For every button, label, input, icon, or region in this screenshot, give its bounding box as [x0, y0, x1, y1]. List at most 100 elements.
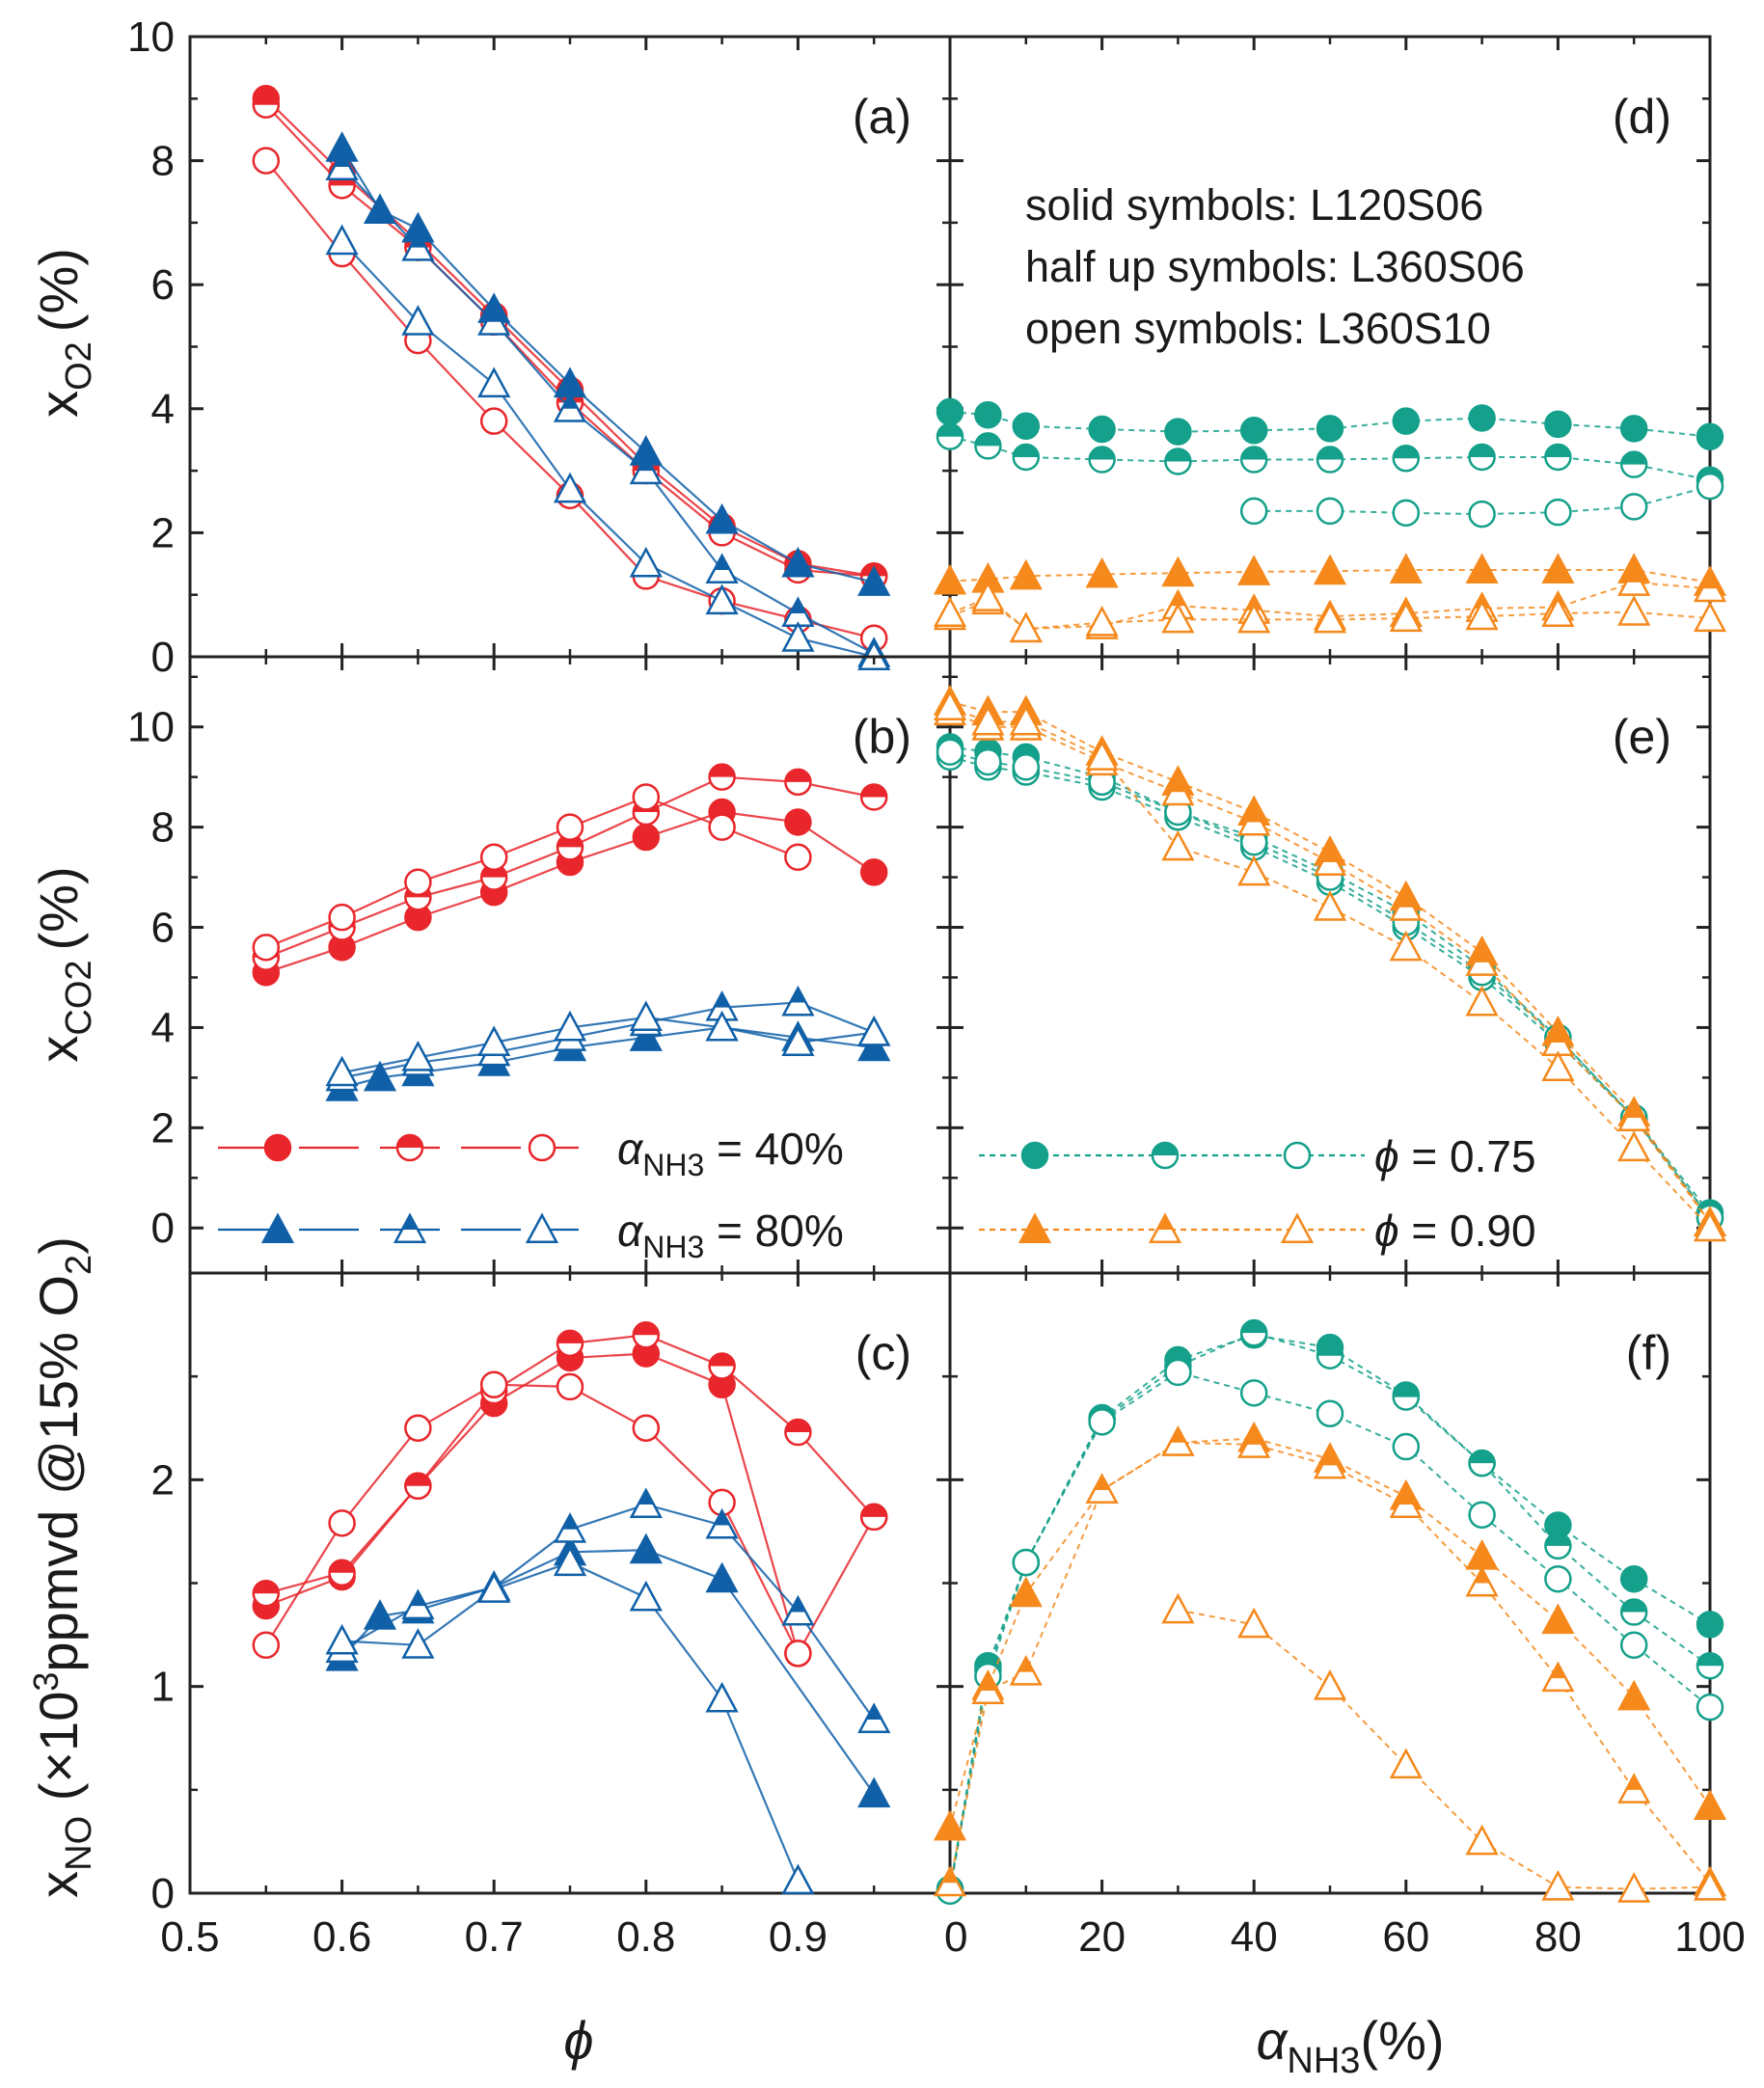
- point-d-5-9: [1541, 596, 1575, 627]
- point-d-5-8: [1465, 599, 1499, 631]
- point-f-4-3: [1085, 1473, 1119, 1505]
- point-f-1-9: [1544, 1532, 1572, 1560]
- ylabel-c-main: x: [28, 1871, 89, 1898]
- point-d-3-5: [1237, 555, 1271, 585]
- point-f-1-7: [1392, 1383, 1421, 1411]
- point-d-5-10: [1617, 595, 1651, 626]
- point-d-0-6: [1316, 415, 1344, 443]
- point-a-1-0-fill: [253, 92, 279, 105]
- point-f-2-3: [1088, 1408, 1116, 1436]
- point-b-1-7: [784, 768, 812, 797]
- point-e-4-6: [1313, 845, 1347, 876]
- xtick-label-f: 100: [1674, 1913, 1745, 1961]
- point-d-4-4-fill: [1170, 591, 1186, 607]
- point-c-1-7: [784, 1418, 812, 1447]
- ytick-label-a: 4: [151, 386, 175, 433]
- series-line-d-0: [949, 411, 1711, 438]
- point-d-1-0: [936, 422, 964, 450]
- legend-sym: α: [617, 1124, 644, 1174]
- point-f-0-10: [1619, 1564, 1648, 1593]
- legend-marker-b-0-1-fill: [397, 1135, 422, 1148]
- legend-sub: NH3: [642, 1148, 704, 1182]
- point-f-4-9-fill: [1550, 1664, 1566, 1679]
- legend-marker-b-0-0: [263, 1133, 292, 1162]
- series-line-f-5: [1178, 1609, 1711, 1890]
- point-f-5-6: [1617, 1872, 1651, 1903]
- point-f-5-4: [1465, 1824, 1499, 1856]
- point-e-4-10-fill: [1626, 1102, 1642, 1118]
- point-f-4-1: [971, 1673, 1005, 1704]
- point-d-0-3: [1088, 415, 1116, 444]
- legend-value: = 40%: [704, 1124, 844, 1174]
- point-c-4-3-fill: [562, 1514, 578, 1530]
- point-b-2-1: [328, 903, 356, 932]
- point-b-5-3: [553, 1010, 587, 1042]
- point-d-2-1: [1316, 497, 1344, 526]
- point-a-4-0: [325, 149, 359, 181]
- panel-e: (e)ϕ = 0.75ϕ = 0.90: [933, 655, 1727, 1275]
- series-line-d-4: [949, 581, 1711, 631]
- panel-label-a: (a): [853, 90, 911, 144]
- point-f-5-7: [1693, 1869, 1727, 1901]
- point-e-5-3: [1085, 740, 1119, 771]
- point-e-5-2: [1009, 704, 1043, 736]
- point-c-2-5: [632, 1414, 661, 1442]
- symbol-annotation: solid symbols: L120S06 half up symbols: …: [1025, 180, 1525, 353]
- point-c-5-4: [629, 1580, 663, 1612]
- point-b-3-1: [363, 1060, 397, 1092]
- ytick-label-c: 0: [151, 1870, 175, 1917]
- point-a-4-3: [553, 392, 587, 422]
- point-d-1-9-fill: [1545, 444, 1571, 457]
- point-b-2-7: [784, 843, 812, 872]
- legend-marker-b-1-2: [525, 1212, 559, 1243]
- legend-marker-e-1-2: [1280, 1212, 1315, 1243]
- point-f-4-8-fill: [1474, 1568, 1490, 1584]
- point-d-5-1: [971, 581, 1005, 611]
- ytick-label-b: 6: [151, 905, 175, 952]
- point-f-1-5: [1239, 1318, 1268, 1347]
- legend-marker-b-1-0: [260, 1212, 295, 1243]
- point-c-3-6: [705, 1561, 739, 1593]
- xtick-label-f: 20: [1078, 1913, 1126, 1961]
- point-c-5-0: [325, 1623, 359, 1655]
- point-b-5-5: [705, 1010, 739, 1042]
- ylabel-c-unit-a: (×10: [28, 1692, 89, 1816]
- panel-a: 0 2 4 6 8 10 (a): [127, 14, 952, 681]
- point-a-5-0: [325, 224, 359, 256]
- xtick-label-c: 0.6: [312, 1913, 371, 1961]
- point-e-4-10: [1617, 1100, 1651, 1131]
- legend-marker-e-0-0: [1020, 1141, 1049, 1170]
- panel-f: 0 20 40 60 80 100 (f): [933, 1271, 1746, 1961]
- point-b-1-8-fill: [861, 784, 887, 798]
- point-f-3-2: [1009, 1576, 1043, 1608]
- point-c-1-0: [252, 1579, 281, 1608]
- point-d-1-2-fill: [1013, 444, 1039, 457]
- point-f-1-9-fill: [1545, 1532, 1571, 1546]
- ytick-label-c: 2: [151, 1456, 175, 1504]
- legend-marker-e-1-0: [1018, 1212, 1052, 1243]
- point-e-4-4: [1161, 774, 1195, 806]
- point-b-5-2: [477, 1025, 511, 1057]
- ylabel-a: xO2 (%): [28, 248, 99, 418]
- ylabel-b-main: x: [28, 1036, 89, 1063]
- ylabel-b: xCO2 (%): [28, 866, 99, 1062]
- point-f-4-10: [1617, 1773, 1651, 1803]
- legend-sub: NH3: [642, 1230, 704, 1264]
- point-b-1-8: [859, 783, 888, 811]
- point-a-5-4: [629, 546, 663, 578]
- point-d-1-9: [1544, 443, 1572, 472]
- point-f-4-2: [1009, 1655, 1043, 1686]
- point-f-3-0: [933, 1809, 967, 1841]
- point-f-3-9: [1541, 1603, 1575, 1635]
- point-f-1-11-fill: [1697, 1653, 1723, 1667]
- point-c-5-3: [553, 1545, 587, 1577]
- point-f-4-0-fill: [942, 1868, 958, 1884]
- point-f-4-10-fill: [1626, 1775, 1642, 1790]
- ytick-label-a: 0: [151, 634, 175, 681]
- point-d-2-4: [1544, 498, 1572, 527]
- point-f-4-6: [1313, 1448, 1347, 1479]
- point-c-4-4-fill: [638, 1490, 654, 1505]
- series-line-a-5: [340, 240, 875, 659]
- point-b-5-1: [401, 1040, 435, 1071]
